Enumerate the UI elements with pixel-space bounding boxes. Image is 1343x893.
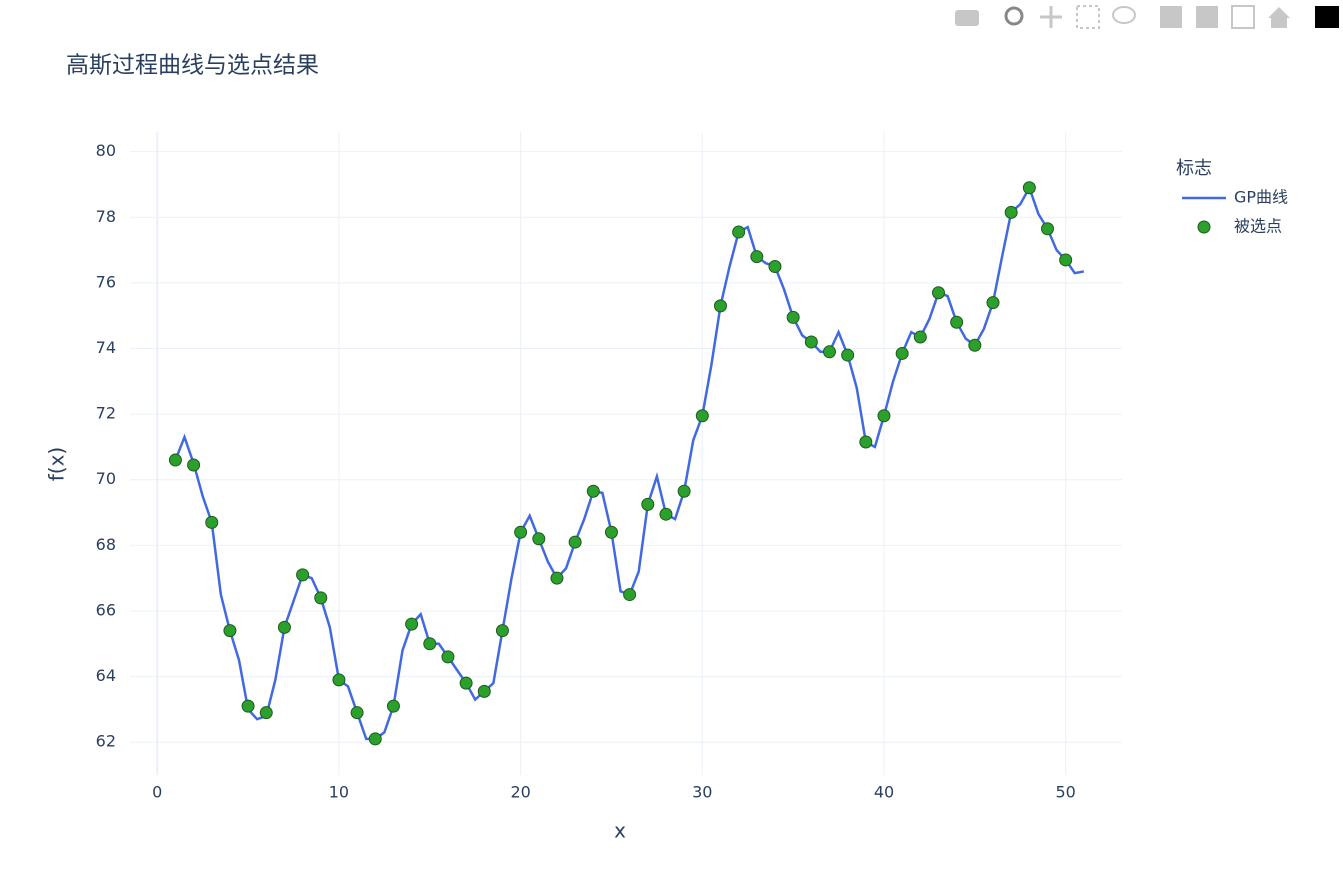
y-tick-label: 78: [96, 207, 116, 226]
point: [205, 515, 219, 529]
point: [296, 568, 310, 582]
y-tick-label: 62: [96, 732, 116, 751]
point: [568, 535, 582, 549]
point: [1041, 222, 1055, 236]
x-tick-label: 50: [1055, 783, 1075, 802]
autoscale-button[interactable]: [1231, 5, 1255, 29]
point: [332, 673, 346, 687]
point: [459, 676, 473, 690]
y-tick-label: 72: [96, 404, 116, 423]
reset-button[interactable]: [1268, 7, 1290, 28]
point: [405, 617, 419, 631]
y-tick-label: 76: [96, 272, 116, 291]
y-tick-label: 64: [96, 666, 116, 685]
point: [732, 225, 746, 239]
point: [386, 699, 400, 713]
point: [877, 409, 891, 423]
x-tick-label: 10: [329, 783, 349, 802]
y-tick-label: 74: [96, 338, 116, 357]
point: [586, 484, 600, 498]
point: [786, 310, 800, 324]
point: [931, 286, 945, 300]
legend-title: 标志: [1176, 158, 1212, 179]
point: [986, 296, 1000, 310]
y-tick-label: 66: [96, 600, 116, 619]
point: [368, 732, 382, 746]
camera-button[interactable]: [955, 10, 979, 26]
point: [277, 620, 291, 634]
point: [695, 409, 709, 423]
point: [641, 497, 655, 511]
box-select-button[interactable]: [1076, 5, 1100, 29]
point: [495, 624, 509, 638]
x-tick-label: 30: [692, 783, 712, 802]
plotly-logo[interactable]: [1315, 6, 1339, 28]
legend-label: 被选点: [1234, 217, 1282, 236]
point: [1059, 253, 1073, 267]
point: [168, 453, 182, 467]
x-tick-label: 20: [510, 783, 530, 802]
point: [1022, 181, 1036, 195]
x-tick-label: 0: [152, 783, 162, 802]
modebar: [955, 5, 1339, 29]
point: [259, 706, 273, 720]
point: [423, 637, 437, 651]
point: [859, 435, 873, 449]
point: [968, 338, 982, 352]
x-tick-label: 40: [874, 783, 894, 802]
point: [750, 250, 764, 264]
point: [514, 525, 528, 539]
chart-title: 高斯过程曲线与选点结果: [66, 53, 319, 79]
legend-label: GP曲线: [1234, 188, 1288, 207]
point: [950, 315, 964, 329]
point: [677, 484, 691, 498]
zoom-out-button[interactable]: [1196, 6, 1218, 28]
point: [623, 588, 637, 602]
y-axis-title: f(x): [45, 447, 69, 481]
point: [604, 525, 618, 539]
point: [804, 335, 818, 349]
point: [713, 299, 727, 313]
pan-button[interactable]: [1040, 6, 1062, 28]
point: [895, 346, 909, 360]
point: [223, 624, 237, 638]
point: [768, 260, 782, 274]
legend-marker: [1197, 220, 1211, 234]
x-axis-title: x: [614, 819, 626, 843]
point: [1004, 205, 1018, 219]
zoom-button[interactable]: [1004, 6, 1024, 26]
zoom-in-button[interactable]: [1160, 6, 1182, 28]
lasso-button[interactable]: [1112, 6, 1136, 24]
point: [187, 458, 201, 472]
grid: 0 10 20 30 40 50 62 64 66 68 70 72 74 76 78 80: [96, 132, 1122, 802]
point: [350, 706, 364, 720]
point: [241, 699, 255, 713]
y-tick-label: 70: [96, 469, 116, 488]
point: [314, 591, 328, 605]
point: [659, 507, 673, 521]
point: [841, 348, 855, 362]
point: [550, 571, 564, 585]
point: [441, 650, 455, 664]
point: [913, 330, 927, 344]
gp-line: [174, 184, 1085, 741]
y-tick-label: 68: [96, 535, 116, 554]
point: [822, 345, 836, 359]
point: [477, 684, 491, 698]
point: [532, 532, 546, 546]
y-tick-label: 80: [96, 141, 116, 160]
plot-area: [168, 181, 1085, 746]
